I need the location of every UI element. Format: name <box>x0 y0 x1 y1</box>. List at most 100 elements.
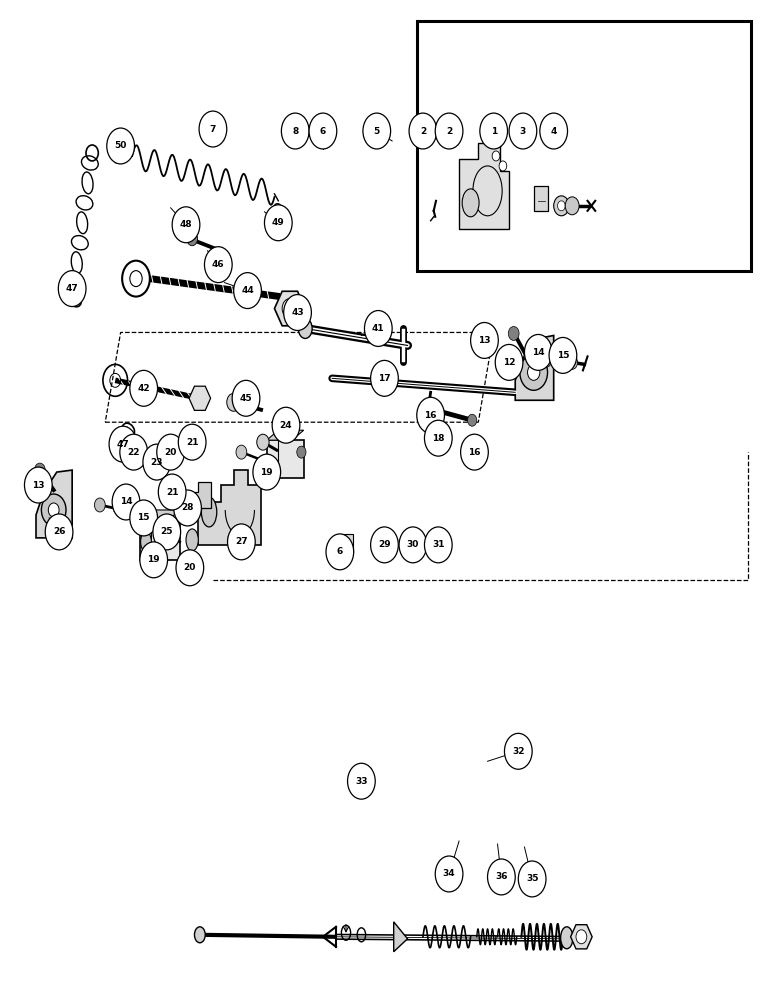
Circle shape <box>178 424 206 460</box>
Circle shape <box>493 151 499 161</box>
Circle shape <box>130 370 157 406</box>
Text: 19: 19 <box>260 468 273 477</box>
Circle shape <box>554 196 569 216</box>
Circle shape <box>363 113 391 149</box>
Text: 13: 13 <box>478 336 491 345</box>
Circle shape <box>371 527 398 563</box>
Text: 44: 44 <box>241 286 254 295</box>
Circle shape <box>281 113 309 149</box>
Circle shape <box>131 454 141 466</box>
Bar <box>411 536 418 548</box>
Text: 2: 2 <box>446 127 452 136</box>
Circle shape <box>296 446 306 458</box>
Circle shape <box>205 247 232 283</box>
Circle shape <box>409 113 437 149</box>
Circle shape <box>187 232 198 246</box>
Text: 8: 8 <box>292 127 298 136</box>
Text: 47: 47 <box>66 284 79 293</box>
Circle shape <box>174 490 201 526</box>
Circle shape <box>425 420 452 456</box>
Ellipse shape <box>462 189 479 217</box>
Text: 24: 24 <box>279 421 293 430</box>
Text: 31: 31 <box>432 540 445 549</box>
Text: 30: 30 <box>407 540 419 549</box>
Text: 47: 47 <box>117 440 129 449</box>
Circle shape <box>461 434 489 470</box>
Circle shape <box>257 434 269 450</box>
Text: 7: 7 <box>210 125 216 134</box>
Circle shape <box>234 273 262 309</box>
Ellipse shape <box>195 927 205 943</box>
Text: 25: 25 <box>161 527 173 536</box>
Polygon shape <box>275 291 305 326</box>
Circle shape <box>371 360 398 396</box>
Circle shape <box>49 503 59 517</box>
Polygon shape <box>267 430 303 440</box>
Text: 12: 12 <box>503 358 516 367</box>
Text: 32: 32 <box>512 747 524 756</box>
FancyBboxPatch shape <box>140 520 180 560</box>
Text: 1: 1 <box>490 127 497 136</box>
Text: 20: 20 <box>184 563 196 572</box>
Circle shape <box>232 380 260 416</box>
Text: 36: 36 <box>495 872 508 881</box>
Polygon shape <box>186 482 211 508</box>
Text: 28: 28 <box>181 503 194 512</box>
Circle shape <box>46 514 73 550</box>
Bar <box>341 534 353 552</box>
Circle shape <box>109 426 137 462</box>
Circle shape <box>417 397 445 433</box>
Circle shape <box>364 311 392 346</box>
Circle shape <box>508 326 519 340</box>
Text: 23: 23 <box>151 458 163 467</box>
Circle shape <box>471 322 498 358</box>
Ellipse shape <box>298 319 312 338</box>
Bar <box>534 186 548 211</box>
Circle shape <box>499 161 506 171</box>
Circle shape <box>565 197 579 215</box>
Polygon shape <box>571 925 592 949</box>
Circle shape <box>140 542 168 578</box>
Circle shape <box>520 354 547 390</box>
Text: 16: 16 <box>468 448 481 457</box>
Circle shape <box>504 733 532 769</box>
Circle shape <box>25 467 52 503</box>
Text: 4: 4 <box>550 127 557 136</box>
Circle shape <box>425 527 452 563</box>
Text: 34: 34 <box>443 869 455 878</box>
Circle shape <box>253 454 280 490</box>
Circle shape <box>540 353 551 367</box>
Text: 33: 33 <box>355 777 367 786</box>
Text: 45: 45 <box>239 394 252 403</box>
Circle shape <box>480 113 507 149</box>
Circle shape <box>399 527 427 563</box>
Circle shape <box>130 500 157 536</box>
Circle shape <box>227 393 241 411</box>
Circle shape <box>163 482 175 498</box>
Circle shape <box>488 859 515 895</box>
Text: 50: 50 <box>114 141 127 150</box>
Circle shape <box>236 445 247 459</box>
Polygon shape <box>394 922 408 952</box>
Circle shape <box>42 494 66 526</box>
Circle shape <box>153 514 181 550</box>
Text: 26: 26 <box>52 527 66 536</box>
Text: 13: 13 <box>32 481 45 490</box>
Text: 14: 14 <box>532 348 544 357</box>
Circle shape <box>527 364 540 380</box>
Circle shape <box>35 463 46 477</box>
Text: 14: 14 <box>120 497 132 506</box>
Circle shape <box>94 498 105 512</box>
Circle shape <box>347 763 375 799</box>
Circle shape <box>157 434 185 470</box>
Ellipse shape <box>186 529 198 551</box>
Circle shape <box>107 128 134 164</box>
Text: 3: 3 <box>520 127 526 136</box>
Circle shape <box>468 414 477 426</box>
Text: 27: 27 <box>235 537 248 546</box>
Polygon shape <box>36 470 72 538</box>
Ellipse shape <box>281 418 293 438</box>
Text: 18: 18 <box>432 434 445 443</box>
Circle shape <box>120 434 147 470</box>
Text: 41: 41 <box>372 324 384 333</box>
